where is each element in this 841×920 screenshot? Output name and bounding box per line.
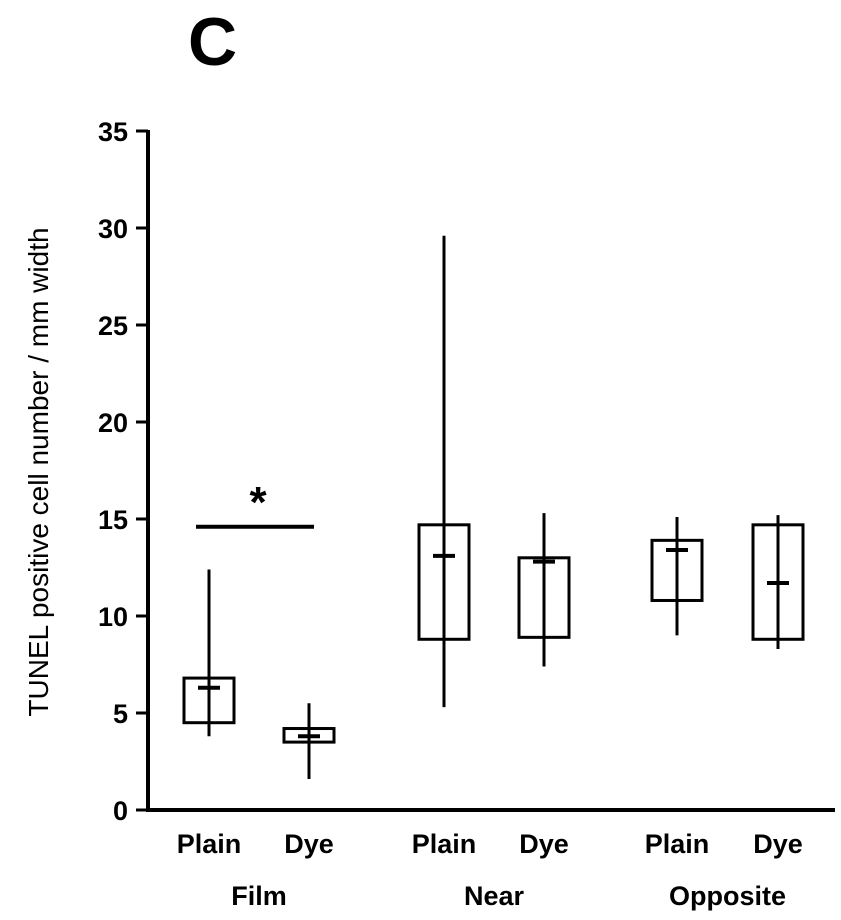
box-opposite-plain [650, 517, 704, 636]
significance-asterisk: * [249, 478, 267, 527]
y-tick-label-25: 25 [98, 311, 128, 341]
x-group-label-film: Film [231, 881, 287, 911]
x-tick-label-near-plain: Plain [412, 829, 477, 859]
x-tick-label-near-dye: Dye [519, 829, 569, 859]
x-group-label-near: Near [464, 881, 525, 911]
y-tick-label-15: 15 [98, 505, 128, 535]
y-tick-label-20: 20 [98, 408, 128, 438]
panel-letter: C [188, 4, 238, 80]
x-tick-label-opposite-dye: Dye [753, 829, 803, 859]
y-tick-label-30: 30 [98, 214, 128, 244]
x-tick-label-opposite-plain: Plain [645, 829, 710, 859]
x-tick-label-film-plain: Plain [177, 829, 242, 859]
y-tick-label-35: 35 [98, 117, 128, 147]
x-tick-label-film-dye: Dye [284, 829, 334, 859]
x-group-label-opposite: Opposite [669, 881, 786, 911]
box-near-plain [417, 235, 471, 708]
box-film-plain [182, 569, 236, 737]
y-tick-label-5: 5 [113, 699, 128, 729]
y-axis-title: TUNEL positive cell number / mm width [23, 227, 54, 716]
y-tick-label-0: 0 [113, 796, 128, 826]
y-tick-label-10: 10 [98, 602, 128, 632]
box-opposite-dye [751, 515, 805, 649]
box-film-dye [282, 703, 336, 779]
box-near-dye [517, 513, 571, 667]
